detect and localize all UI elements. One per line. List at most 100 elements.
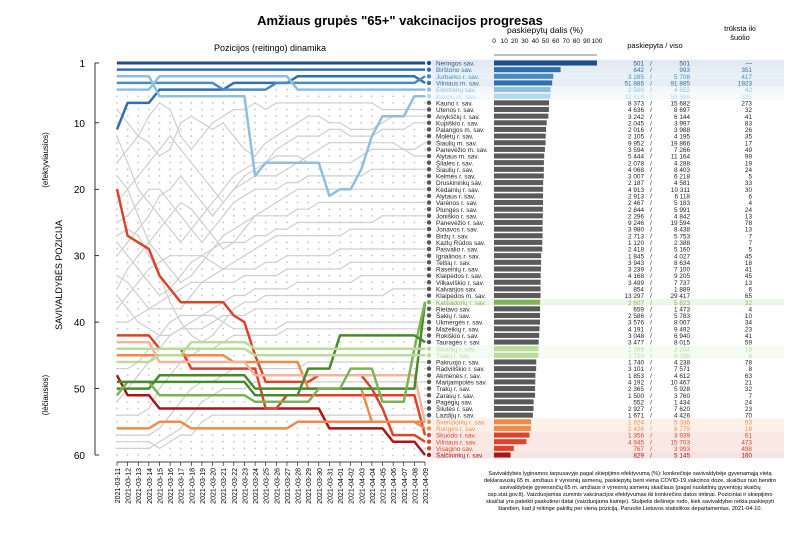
population-total: 29 417 — [670, 293, 690, 300]
grid-dot — [158, 128, 161, 131]
grid-dot — [254, 440, 256, 443]
grid-dot — [116, 95, 118, 98]
rank-end-dot — [426, 173, 432, 179]
grid-dot — [370, 155, 373, 157]
row-highlight — [432, 445, 784, 452]
grid-dot — [339, 214, 341, 217]
grid-dot — [147, 454, 150, 456]
population-total: 4 027 — [674, 253, 690, 260]
grid-dot — [275, 88, 278, 91]
count-separator: / — [650, 446, 652, 453]
missing-to-next-rank: 5 — [748, 174, 752, 181]
grid-dot — [424, 334, 426, 337]
vaccinated-count: 3 943 — [628, 260, 644, 267]
grid-dot — [232, 115, 235, 118]
y-tick-label: 20 — [74, 185, 86, 196]
bar-axis-tick-label: 90 — [583, 38, 591, 45]
x-tick-label: 2021-04-01 — [338, 468, 345, 504]
share-bar — [494, 106, 549, 113]
share-bar — [494, 87, 551, 93]
grid-dot — [328, 261, 331, 264]
grid-dot — [424, 241, 426, 244]
vaccinated-count: 3 048 — [628, 333, 644, 340]
grid-dot — [158, 234, 161, 237]
population-total: 6 218 — [674, 174, 690, 181]
grid-dot — [201, 434, 203, 436]
grid-dot — [317, 108, 320, 111]
population-total: 10 311 — [671, 187, 691, 194]
grid-dot — [296, 95, 299, 98]
grid-dot — [147, 208, 150, 211]
grid-dot — [307, 341, 310, 343]
grid-dot — [116, 248, 118, 250]
vaccinated-count: 2 710 — [628, 353, 644, 360]
grid-dot — [179, 181, 182, 184]
gray-rank-line — [117, 314, 425, 370]
share-bar — [494, 67, 561, 73]
vaccinated-count: 2 016 — [628, 127, 644, 134]
grid-dot — [126, 420, 129, 423]
grid-dot — [169, 141, 172, 144]
grid-dot — [381, 241, 384, 244]
grid-dot — [116, 454, 118, 456]
grid-dot — [147, 194, 150, 197]
grid-dot — [402, 101, 405, 104]
grid-dot — [381, 287, 384, 290]
grid-dot — [179, 115, 182, 118]
grid-dot — [243, 115, 246, 118]
grid-dot — [370, 287, 373, 290]
population-total: 7 737 — [674, 280, 690, 287]
grid-dot — [190, 440, 193, 443]
grid-dot — [328, 248, 331, 250]
share-bar — [494, 153, 545, 159]
count-separator: / — [650, 220, 652, 227]
vaccinated-count: 1 356 — [628, 433, 644, 440]
grid-dot — [254, 228, 256, 231]
count-separator: / — [650, 247, 652, 254]
grid-dot — [126, 287, 129, 290]
municipality-name: Pakruojo r. sav. — [436, 360, 480, 367]
x-tick-label: 2021-04-06 — [391, 468, 398, 504]
grid-dot — [222, 128, 225, 131]
vaccinated-count: 854 — [633, 286, 644, 293]
grid-dot — [126, 128, 129, 131]
x-tick-label: 2021-04-08 — [412, 468, 419, 504]
missing-to-next-rank: 24 — [745, 167, 753, 174]
grid-dot — [222, 261, 225, 264]
share-bar — [494, 312, 541, 318]
municipality-name: Jonavos r. sav. — [436, 227, 478, 234]
grid-dot — [190, 234, 193, 237]
share-bar — [494, 239, 543, 245]
municipality-name: Visagino sav. — [436, 446, 474, 453]
grid-dot — [328, 301, 331, 304]
grid-dot — [296, 148, 299, 151]
grid-dot — [392, 427, 395, 430]
missing-to-next-rank: 34 — [745, 320, 753, 327]
count-separator: / — [650, 280, 652, 287]
missing-to-next-rank: 8 — [748, 366, 752, 373]
grid-dot — [211, 168, 214, 171]
grid-dot — [381, 268, 384, 270]
grid-dot — [339, 274, 341, 277]
population-total: 8 438 — [674, 227, 690, 234]
grid-dot — [296, 427, 299, 430]
grid-dot — [158, 175, 161, 177]
row-highlight — [432, 86, 784, 93]
grid-dot — [275, 321, 278, 324]
municipality-name: Panevėžio m. sav. — [436, 147, 488, 154]
rank-end-dot — [426, 213, 432, 219]
grid-dot — [360, 181, 363, 184]
grid-dot — [190, 447, 193, 450]
grid-dot — [424, 181, 426, 184]
x-tick-label: 2021-03-14 — [147, 468, 154, 504]
grid-dot — [264, 148, 267, 151]
grid-dot — [201, 194, 203, 197]
grid-dot — [201, 454, 203, 456]
rank-line-dark_green — [117, 334, 426, 397]
grid-dot — [179, 221, 182, 224]
grid-dot — [243, 135, 246, 137]
share-bar — [494, 405, 534, 412]
grid-dot — [286, 148, 288, 151]
share-bar — [494, 366, 537, 372]
share-bar — [494, 399, 534, 405]
